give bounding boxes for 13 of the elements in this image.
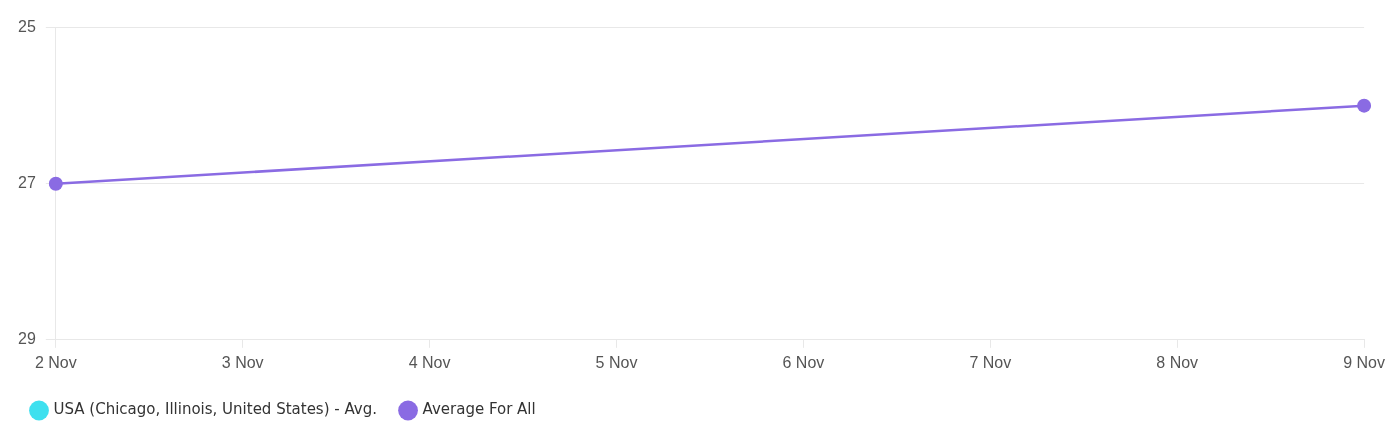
x-tick-label: 4 Nov (408, 353, 451, 371)
x-tick-label: 5 Nov (595, 353, 638, 371)
x-tick-label: 3 Nov (221, 353, 264, 371)
y-tick-label: 29 (18, 330, 36, 348)
x-tick-label: 7 Nov (969, 353, 1012, 371)
legend-label: USA (Chicago, Illinois, United States) - Avg. (53, 400, 378, 419)
x-tick-label: 9 Nov (1343, 353, 1385, 371)
y-tick-label: 27 (18, 174, 36, 192)
x-tick-label: 2 Nov (34, 353, 77, 371)
x-tick-label: 6 Nov (782, 353, 825, 371)
y-tick-label: 25 (18, 18, 36, 36)
x-tick-label: 8 Nov (1156, 353, 1199, 371)
legend-label: Average For All (422, 400, 536, 419)
